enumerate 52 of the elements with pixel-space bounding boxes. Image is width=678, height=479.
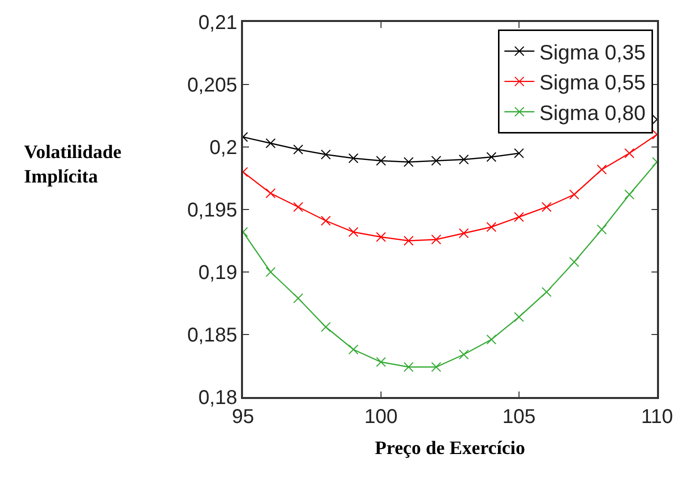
point bbox=[486, 152, 496, 162]
point bbox=[348, 227, 358, 237]
y-tick-label: 0,205 bbox=[187, 74, 238, 96]
point bbox=[458, 228, 469, 238]
point bbox=[348, 344, 358, 354]
legend-label: Sigma 0,35 bbox=[539, 41, 646, 64]
point bbox=[596, 224, 607, 234]
point bbox=[293, 144, 304, 154]
point bbox=[542, 287, 552, 297]
point bbox=[624, 190, 634, 200]
point bbox=[514, 212, 524, 222]
y-tick-label: 0,185 bbox=[187, 324, 238, 346]
point bbox=[486, 334, 496, 344]
point bbox=[404, 362, 414, 372]
point bbox=[320, 216, 331, 226]
point bbox=[569, 190, 580, 200]
point bbox=[404, 157, 414, 167]
point bbox=[458, 154, 469, 164]
point bbox=[376, 156, 386, 166]
y-tick-label: 0,195 bbox=[187, 200, 238, 222]
legend-label: Sigma 0,80 bbox=[539, 102, 646, 125]
point bbox=[569, 257, 580, 267]
point bbox=[514, 312, 524, 322]
x-tick-label: 105 bbox=[502, 406, 536, 428]
x-tick-label: 100 bbox=[364, 406, 398, 428]
point bbox=[320, 150, 331, 160]
x-tick-label: 110 bbox=[641, 406, 673, 428]
point bbox=[431, 234, 442, 244]
point bbox=[320, 322, 331, 332]
point bbox=[431, 362, 442, 372]
y-tick-label: 0,21 bbox=[198, 12, 238, 34]
point bbox=[293, 293, 304, 304]
point bbox=[514, 148, 524, 158]
point bbox=[542, 202, 552, 212]
point bbox=[348, 153, 358, 164]
point bbox=[266, 188, 276, 198]
point bbox=[404, 236, 414, 246]
point bbox=[431, 156, 442, 166]
y-axis-title: Volatilidade Implícita bbox=[24, 142, 122, 188]
point bbox=[624, 148, 634, 158]
point bbox=[293, 202, 304, 212]
point bbox=[486, 222, 496, 232]
legend-label: Sigma 0,55 bbox=[539, 72, 646, 95]
x-axis-title: Preço de Exercício bbox=[374, 438, 526, 460]
point bbox=[266, 267, 276, 277]
point bbox=[376, 357, 386, 367]
point bbox=[596, 164, 607, 174]
y-tick-label: 0,19 bbox=[198, 262, 238, 284]
point bbox=[458, 350, 469, 360]
point bbox=[376, 232, 386, 242]
y-tick-label: 0,2 bbox=[209, 137, 238, 159]
point bbox=[266, 138, 276, 148]
